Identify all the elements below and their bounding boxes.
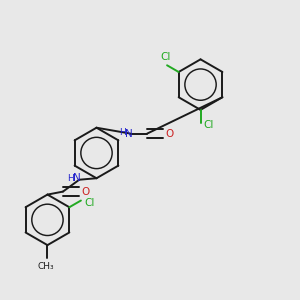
Text: CH₃: CH₃ (38, 262, 54, 271)
Text: H: H (68, 174, 74, 183)
Text: Cl: Cl (85, 198, 95, 208)
Text: N: N (73, 173, 81, 183)
Text: N: N (125, 129, 133, 139)
Text: O: O (82, 187, 90, 196)
Text: Cl: Cl (204, 120, 214, 130)
Text: Cl: Cl (160, 52, 170, 62)
Text: O: O (166, 129, 174, 139)
Text: H: H (119, 128, 126, 137)
